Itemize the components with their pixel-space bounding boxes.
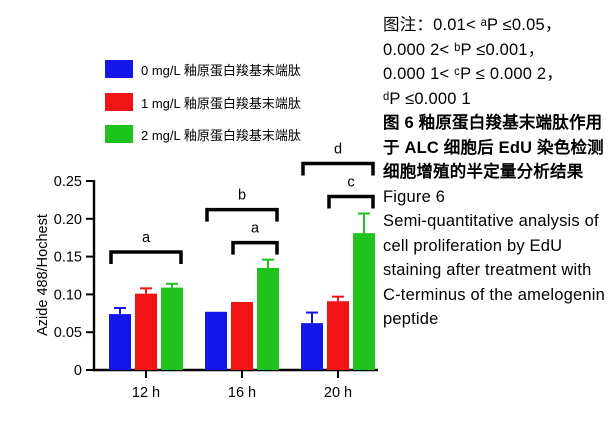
note-line-1: 图注：0.01< ᵃP ≤0.05， <box>383 16 562 34</box>
y-tick-label: 0.20 <box>54 212 82 228</box>
legend-label-1: 1 mg/L 釉原蛋白羧基末端肽 <box>141 95 301 111</box>
caption-chinese: 图 6 釉原蛋白羧基末端肽作用于 ALC 细胞后 EdU 染色检测细胞增殖的半定… <box>383 114 604 181</box>
significance-bracket <box>109 250 183 264</box>
y-tick-label: 0.10 <box>54 287 82 303</box>
note-line-4: ᵈP ≤0.000 1 <box>383 89 471 108</box>
caption-english: Semi-quantitative analysis of cell proli… <box>383 212 606 328</box>
legend-item-1: 1 mg/L 釉原蛋白羧基末端肽 <box>105 91 301 113</box>
legend-swatch-1 <box>105 93 133 111</box>
bar <box>327 301 349 370</box>
bar <box>161 287 183 370</box>
significance-label: b <box>238 188 246 204</box>
legend-swatch-0 <box>105 60 133 78</box>
bar <box>301 323 323 370</box>
note-line-2: 0.000 2< ᵇP ≤0.001， <box>383 40 545 59</box>
legend-item-2: 2 mg/L 釉原蛋白羧基末端肽 <box>105 123 301 145</box>
legend-swatch-2 <box>105 125 133 143</box>
bar <box>257 267 279 370</box>
significance-bracket <box>205 207 279 222</box>
significance-bracket <box>327 194 375 209</box>
figure-note: 图注：0.01< ᵃP ≤0.05， 0.000 2< ᵇP ≤0.001， 0… <box>383 13 611 332</box>
caption-figure-number: Figure 6 <box>383 187 446 206</box>
y-tick-label: 0.15 <box>54 250 82 266</box>
significance-label: d <box>334 142 342 158</box>
x-tick-label: 16 h <box>228 385 256 401</box>
y-tick-label: 0.05 <box>54 325 82 341</box>
bar <box>231 301 253 370</box>
chart-svg: 0 0.05 0.10 0.15 0.20 0.25 Azide 488/Hochest 12… <box>35 142 378 401</box>
y-axis-label: Azide 488/Hochest <box>35 214 51 336</box>
bar <box>109 314 131 370</box>
legend-label-2: 2 mg/L 釉原蛋白羧基末端肽 <box>141 127 301 143</box>
significance-label: c <box>347 175 354 191</box>
significance-label: a <box>142 230 151 246</box>
legend-label-0: 0 mg/L 釉原蛋白羧基末端肽 <box>141 62 301 78</box>
significance-bracket <box>231 240 279 255</box>
bar <box>135 293 157 370</box>
note-line-3: 0.000 1< ᶜP ≤ 0.000 2， <box>383 65 563 83</box>
bar-chart: 0 0.05 0.10 0.15 0.20 0.25 Azide 488/Hochest 12… <box>35 58 378 401</box>
significance-label: a <box>251 221 260 237</box>
x-tick-label: 20 h <box>324 385 352 401</box>
y-tick-label: 0 <box>74 363 82 379</box>
y-tick-label: 0.25 <box>54 174 82 190</box>
x-tick-label: 12 h <box>132 385 160 401</box>
bar <box>205 311 227 370</box>
bar <box>353 233 375 370</box>
legend-item-0: 0 mg/L 釉原蛋白羧基末端肽 <box>105 58 301 80</box>
significance-bracket <box>301 161 375 176</box>
